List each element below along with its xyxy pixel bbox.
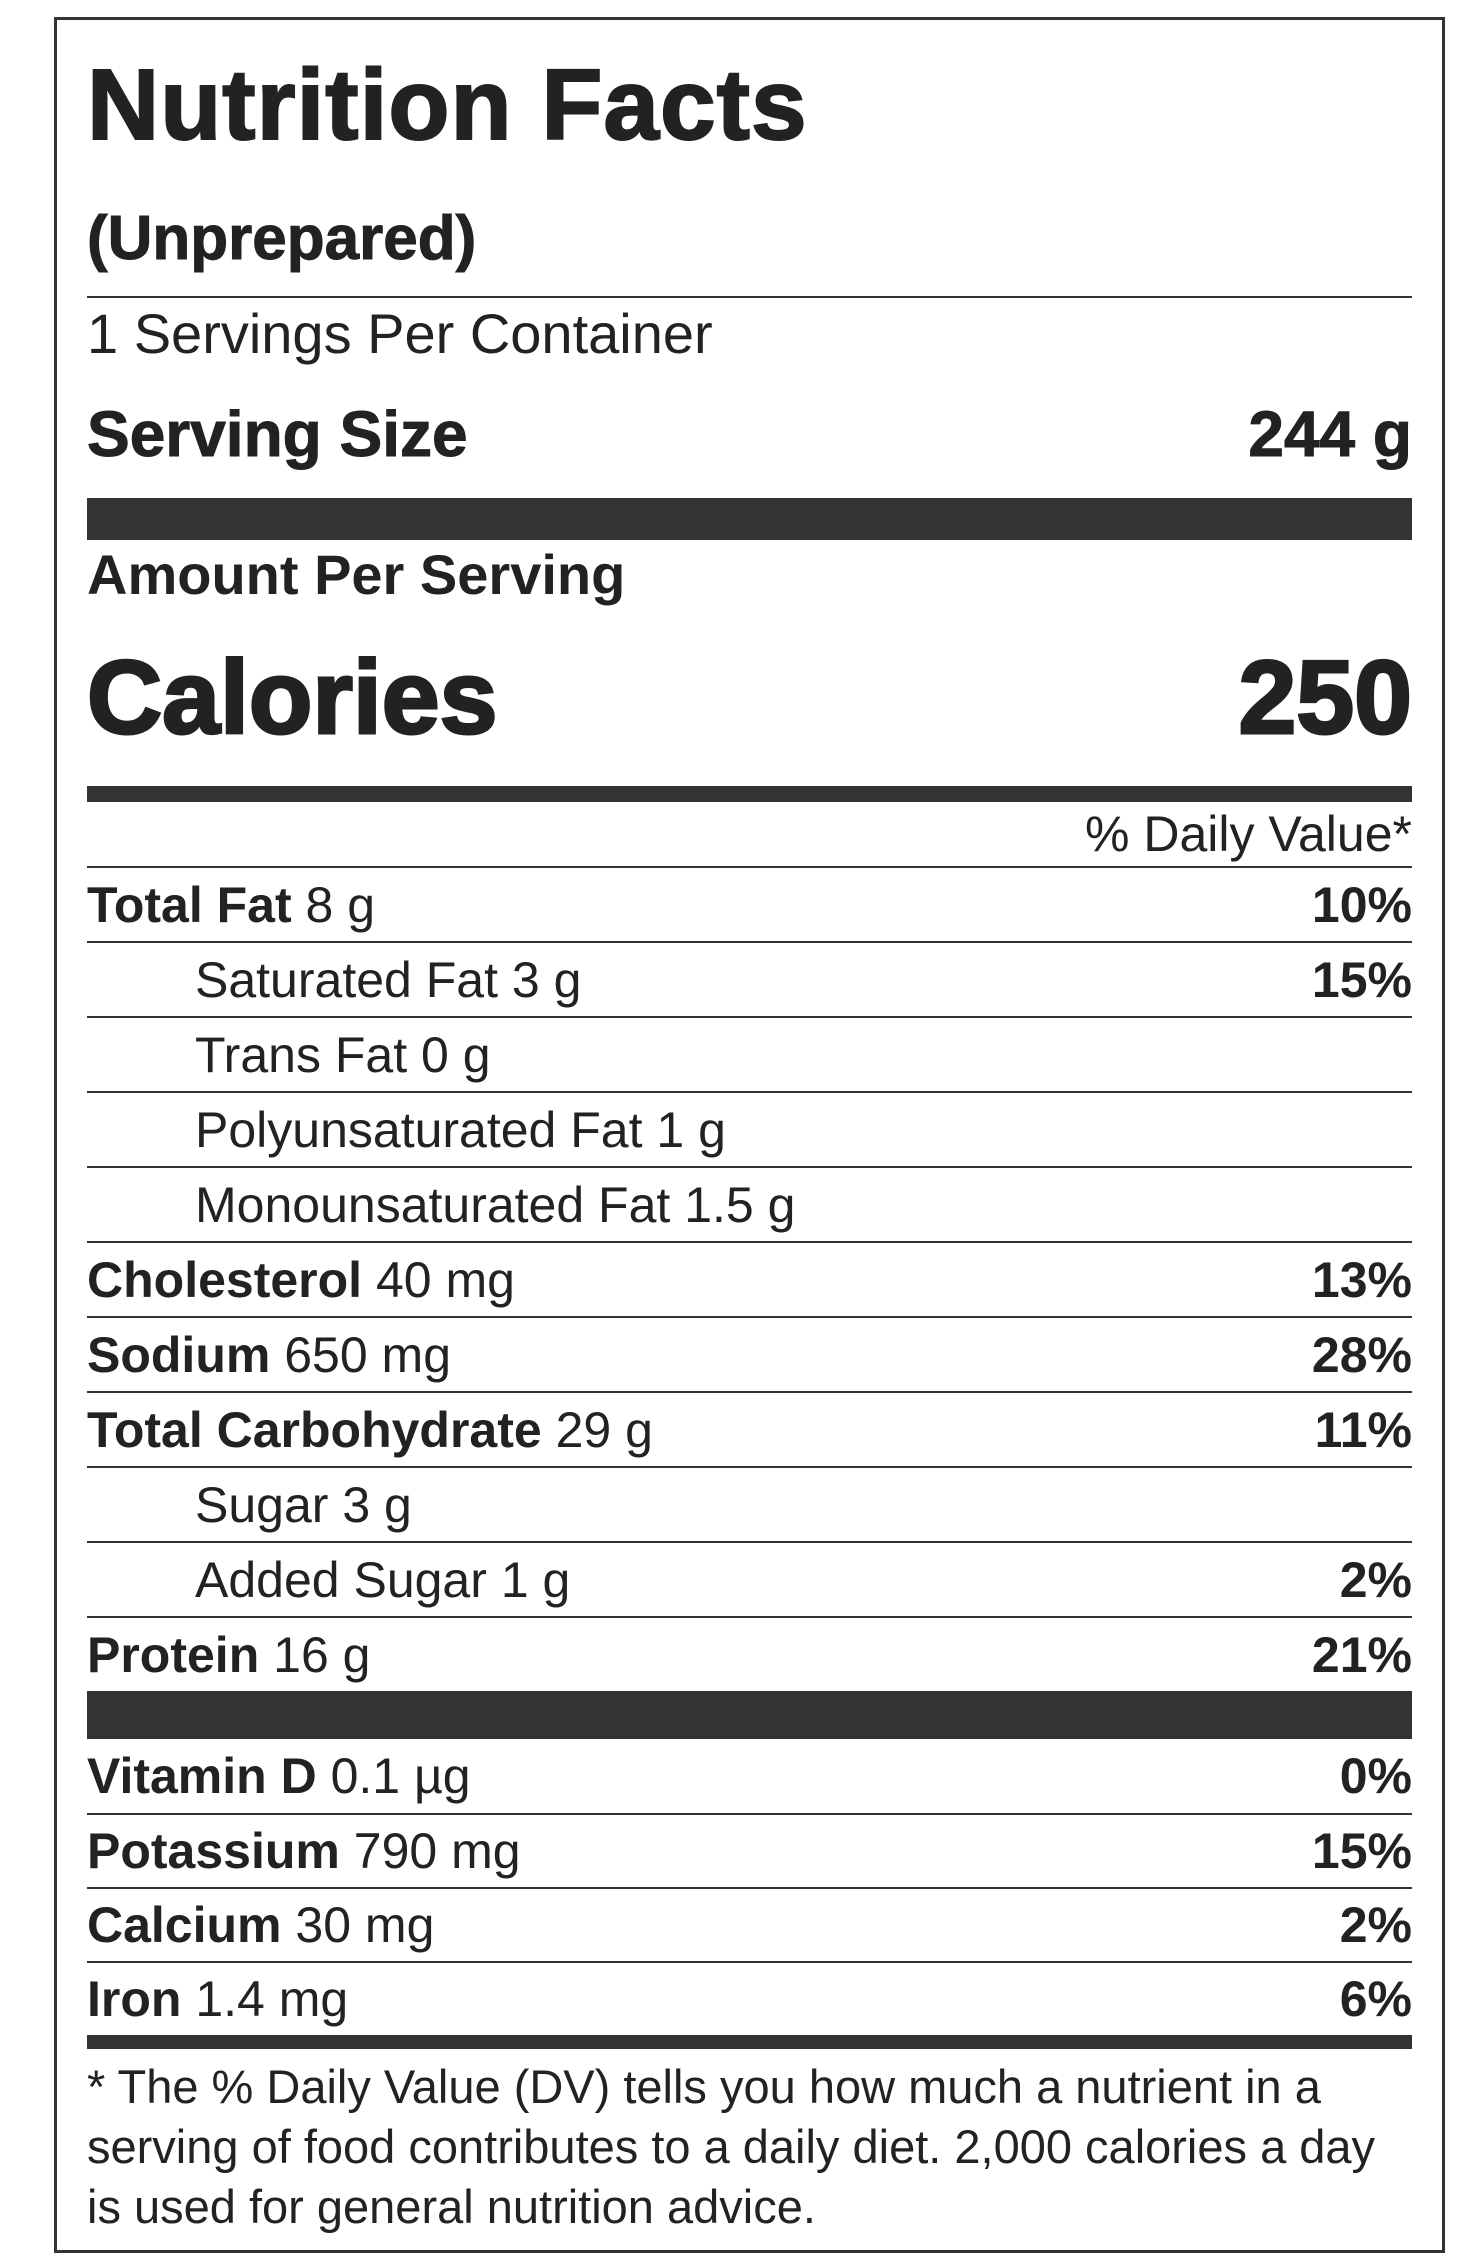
daily-value: 13% <box>1311 1251 1412 1308</box>
nutrient-amount: 0.1 µg <box>330 1748 471 1804</box>
nutrient: Iron 1.4 mg <box>87 1970 348 2028</box>
nutrient-row: Protein 16 g 21% <box>87 1616 1412 1691</box>
daily-value: 11% <box>1314 1401 1412 1458</box>
nutrient-row: Total Fat 8 g 10% <box>87 866 1412 941</box>
subtitle: (Unprepared) <box>87 180 1412 298</box>
nutrient: Cholesterol 40 mg <box>87 1251 515 1309</box>
nutrient-name: Total Fat <box>87 876 292 933</box>
amount-per-serving: Amount Per Serving <box>87 543 626 606</box>
nutrient-name: Calcium <box>87 1897 282 1953</box>
nutrition-label: Nutrition Facts (Unprepared) 1 Servings … <box>54 17 1445 2253</box>
nutrient-name: Added Sugar <box>195 1551 487 1608</box>
nutrient-amount: 16 g <box>273 1626 371 1683</box>
daily-value: 10% <box>1311 876 1412 933</box>
daily-value: 21% <box>1311 1626 1412 1683</box>
daily-value: 15% <box>1311 951 1412 1008</box>
nutrient-name: Protein <box>87 1626 260 1683</box>
nutrient-name: Monounsaturated Fat <box>195 1176 671 1233</box>
calories: Calories 250 <box>85 610 1414 786</box>
nutrient-row: Vitamin D 0.1 µg 0% <box>87 1739 1412 1813</box>
serving-size: Serving Size 244 g <box>87 370 1413 498</box>
daily-value: 2% <box>1339 1897 1412 1953</box>
title: Nutrition Facts <box>86 48 808 162</box>
nutrient: Trans Fat 0 g <box>87 1026 491 1084</box>
daily-value: 0% <box>1339 1748 1412 1804</box>
nutrient-name: Polyunsaturated Fat <box>195 1101 643 1158</box>
nutrient-name: Sodium <box>87 1326 271 1383</box>
nutrient-amount: 30 mg <box>295 1897 435 1953</box>
serving-size-label: Serving Size <box>87 398 469 471</box>
daily-value: 6% <box>1339 1971 1412 2027</box>
daily-value-header: % Daily Value* <box>1084 806 1412 862</box>
nutrient-amount: 3 g <box>342 1476 412 1533</box>
nutrient-row: Polyunsaturated Fat 1 g <box>87 1091 1412 1166</box>
servings: 1 Servings Per Container <box>87 302 713 365</box>
nutrient-amount: 0 g <box>421 1026 491 1083</box>
nutrient: Polyunsaturated Fat 1 g <box>87 1101 726 1159</box>
divider <box>87 498 1412 540</box>
nutrient-name: Vitamin D <box>87 1748 317 1804</box>
nutrient-row: Saturated Fat 3 g 15% <box>87 941 1412 1016</box>
nutrient-name: Total Carbohydrate <box>87 1401 542 1458</box>
nutrient-row: Sodium 650 mg 28% <box>87 1316 1412 1391</box>
serving-size-value: 244 g <box>1248 398 1413 471</box>
nutrient-amount: 790 mg <box>353 1823 521 1879</box>
nutrient-row: Total Carbohydrate 29 g 11% <box>87 1391 1412 1466</box>
nutrient-amount: 40 mg <box>375 1251 515 1308</box>
nutrient: Saturated Fat 3 g <box>87 951 581 1009</box>
nutrient: Monounsaturated Fat 1.5 g <box>87 1176 795 1234</box>
nutrient-row: Iron 1.4 mg 6% <box>87 1961 1412 2035</box>
nutrient-name: Iron <box>87 1971 182 2027</box>
nutrient: Calcium 30 mg <box>87 1896 434 1954</box>
nutrient-amount: 29 g <box>555 1401 653 1458</box>
nutrient: Potassium 790 mg <box>87 1822 521 1880</box>
divider <box>87 2035 1412 2049</box>
nutrient-amount: 650 mg <box>284 1326 452 1383</box>
nutrient: Sodium 650 mg <box>87 1326 451 1384</box>
nutrient: Added Sugar 1 g <box>87 1551 570 1609</box>
nutrient-name: Cholesterol <box>87 1251 363 1308</box>
nutrient-row: Trans Fat 0 g <box>87 1016 1412 1091</box>
nutrient-row: Potassium 790 mg 15% <box>87 1813 1412 1887</box>
nutrient-amount: 1 g <box>500 1551 571 1608</box>
nutrient: Vitamin D 0.1 µg <box>87 1747 471 1805</box>
nutrient: Total Carbohydrate 29 g <box>87 1401 653 1459</box>
nutrient: Sugar 3 g <box>87 1476 412 1534</box>
nutrient-amount: 3 g <box>511 951 582 1008</box>
nutrient-row: Monounsaturated Fat 1.5 g <box>87 1166 1412 1241</box>
nutrient-amount: 8 g <box>305 876 376 933</box>
divider <box>87 786 1412 802</box>
nutrient-row: Calcium 30 mg 2% <box>87 1887 1412 1961</box>
nutrient-name: Sugar <box>195 1476 329 1533</box>
vitamin-list: Vitamin D 0.1 µg 0% Potassium 790 mg 15% Cal… <box>87 1739 1412 2035</box>
nutrient-name: Trans Fat <box>195 1026 408 1083</box>
daily-value: 28% <box>1311 1326 1412 1383</box>
nutrient-amount: 1.5 g <box>684 1176 796 1233</box>
nutrient-name: Potassium <box>87 1823 340 1879</box>
nutrient-list: Total Fat 8 g 10% Saturated Fat 3 g 15% Tran… <box>87 866 1412 1691</box>
nutrient-amount: 1.4 mg <box>195 1971 349 2027</box>
nutrient-amount: 1 g <box>656 1101 726 1158</box>
calories-value: 250 <box>1237 638 1414 757</box>
footnote: * The % Daily Value (DV) tells you how m… <box>87 2060 1376 2233</box>
daily-value: 15% <box>1311 1823 1412 1879</box>
daily-value: 2% <box>1339 1551 1412 1608</box>
nutrient: Total Fat 8 g <box>87 876 375 934</box>
calories-label: Calories <box>85 638 498 757</box>
nutrient-row: Sugar 3 g <box>87 1466 1412 1541</box>
nutrient-name: Saturated Fat <box>195 951 498 1008</box>
nutrient-row: Added Sugar 1 g 2% <box>87 1541 1412 1616</box>
nutrient-row: Cholesterol 40 mg 13% <box>87 1241 1412 1316</box>
nutrient: Protein 16 g <box>87 1626 370 1684</box>
divider <box>87 1691 1412 1739</box>
